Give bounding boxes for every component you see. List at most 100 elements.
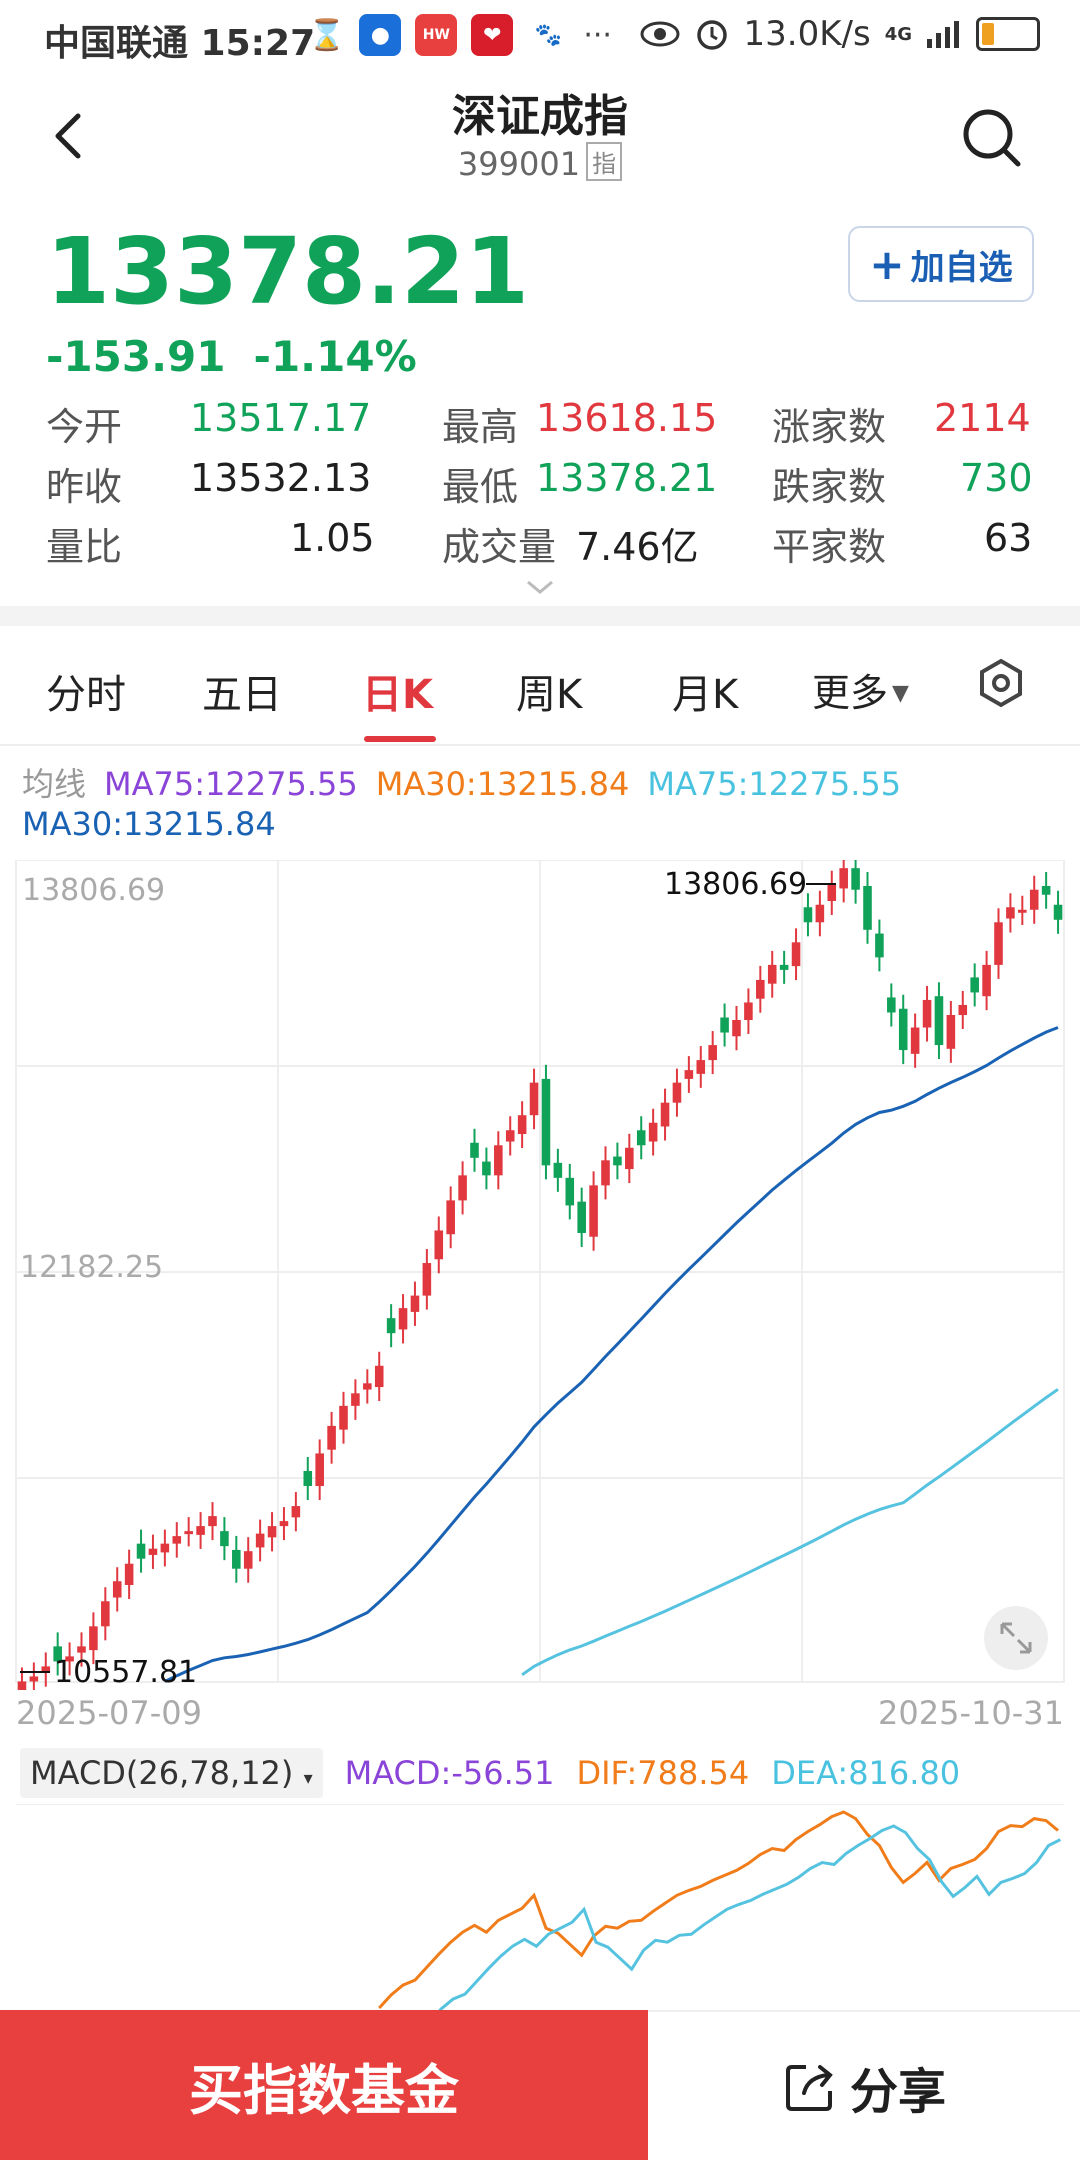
current-price: 13378.21: [46, 218, 530, 325]
status-bar: 中国联通 15:27 ⌛ ● HW ❤ 🐾 ··· 13.0K/s 4G: [0, 0, 1080, 76]
signal-icon: 4G: [884, 23, 912, 45]
open-label: 今开: [46, 405, 123, 449]
candle-body: [208, 1516, 217, 1527]
tab-more-label: 更多: [812, 671, 889, 715]
candle-body: [53, 1646, 62, 1662]
candle-body: [982, 964, 991, 997]
share-label: 分享: [849, 2064, 946, 2120]
candle-body: [279, 1521, 289, 1527]
back-icon[interactable]: [40, 106, 100, 166]
candle-body: [922, 999, 932, 1028]
candle-body: [386, 1318, 396, 1334]
plus-icon: +: [869, 239, 905, 289]
settings-icon[interactable]: [976, 658, 1026, 708]
candle-body: [565, 1177, 575, 1206]
hourglass-icon: ⌛: [308, 17, 346, 53]
candle-body: [148, 1548, 158, 1555]
candle-body: [625, 1147, 634, 1170]
tab-weekly-k[interactable]: 周K: [516, 672, 583, 718]
candle-body: [112, 1581, 122, 1598]
network-speed: 13.0K/s: [743, 14, 871, 54]
candle-body: [255, 1533, 265, 1548]
candle-body: [124, 1563, 134, 1585]
candle-body: [327, 1425, 336, 1450]
eye-icon: [640, 21, 680, 47]
candle-body: [410, 1295, 420, 1312]
candle-body: [839, 868, 848, 889]
share-button[interactable]: 分享: [648, 2010, 1080, 2162]
candle-body: [732, 1020, 741, 1037]
end-date-label: 2025-10-31: [878, 1694, 1064, 1732]
candle-body: [851, 868, 860, 890]
candle-body: [41, 1666, 51, 1673]
candle-body: [458, 1175, 467, 1201]
app-notification-icon: ❤: [471, 14, 514, 56]
caret-down-icon: ▼: [892, 681, 909, 706]
candle-body: [398, 1308, 408, 1330]
index-code-value: 399001: [457, 145, 581, 183]
bottom-action-bar: 买指数基金 分享: [0, 2010, 1080, 2162]
candle-body: [422, 1263, 432, 1296]
candle-body: [863, 885, 872, 930]
volume-label: 成交量: [442, 525, 557, 569]
period-tabs: 分时 五日 日K 周K 月K 更多 ▼: [0, 626, 1080, 746]
tab-daily-k[interactable]: 日K: [362, 672, 433, 718]
candles: [17, 860, 1063, 1690]
candle-body: [577, 1201, 586, 1233]
candlestick-chart[interactable]: 13806.69 12182.25 13806.69 10557.81: [0, 860, 1080, 1690]
macd-chart[interactable]: [0, 1804, 1080, 2010]
index-code: 399001 指: [0, 142, 1080, 183]
advancers-label: 涨家数: [772, 405, 887, 449]
dea-value: DEA:816.80: [771, 1754, 961, 1792]
candle-body: [696, 1060, 706, 1074]
battery-icon: [976, 17, 1040, 51]
candle-body: [1041, 885, 1051, 895]
tab-monthly-k[interactable]: 月K: [672, 672, 739, 718]
candle-body: [529, 1082, 539, 1116]
candle-body: [267, 1526, 277, 1538]
candle-body: [291, 1506, 301, 1518]
max-price-label: 13806.69: [664, 867, 807, 902]
macd-value: MACD:-56.51: [344, 1754, 555, 1792]
prev-close-value: 13532.13: [190, 456, 372, 500]
min-price-label: 10557.81: [54, 1655, 197, 1690]
candle-body: [875, 933, 884, 958]
tab-intraday[interactable]: 分时: [46, 672, 126, 718]
candle-body: [803, 907, 813, 923]
candle-body: [232, 1549, 241, 1569]
candle-body: [505, 1130, 515, 1142]
candle-body: [613, 1156, 622, 1166]
share-icon: [785, 2065, 833, 2111]
candle-body: [482, 1161, 491, 1176]
candle-body: [910, 1027, 920, 1054]
signal-bars-icon: [927, 21, 959, 48]
add-watchlist-button[interactable]: + 加自选: [848, 226, 1034, 302]
chevron-down-icon[interactable]: [524, 578, 556, 598]
huawei-notification-icon: HW: [415, 14, 458, 56]
candle-body: [17, 1681, 27, 1690]
index-tag: 指: [586, 142, 623, 181]
candle-body: [720, 1017, 729, 1033]
baidu-notification-icon: 🐾: [527, 14, 570, 56]
search-icon[interactable]: [960, 106, 1024, 170]
candle-body: [994, 922, 1003, 965]
candle-body: [791, 942, 801, 967]
candle-body: [434, 1230, 444, 1260]
candle-body: [553, 1162, 563, 1178]
buy-index-fund-button[interactable]: 买指数基金: [0, 2010, 648, 2160]
candle-body: [65, 1656, 74, 1662]
ma30-line: [164, 1026, 1059, 1683]
candle-body: [339, 1405, 348, 1430]
candle-body: [756, 979, 765, 999]
candle-body: [589, 1185, 598, 1237]
tab-more[interactable]: 更多 ▼: [812, 662, 909, 717]
candle-body: [494, 1145, 503, 1176]
candle-body: [636, 1130, 646, 1146]
tab-five-day[interactable]: 五日: [202, 672, 282, 718]
volume-ratio-value: 1.05: [290, 516, 375, 560]
macd-legend: MACD(26,78,12) ▾ MACD:-56.51 DIF:788.54 …: [20, 1748, 960, 1798]
candle-body: [815, 904, 825, 923]
alarm-icon: [696, 20, 727, 50]
macd-indicator-select[interactable]: MACD(26,78,12) ▾: [20, 1748, 323, 1798]
ma-legend-title: 均线: [22, 765, 87, 803]
